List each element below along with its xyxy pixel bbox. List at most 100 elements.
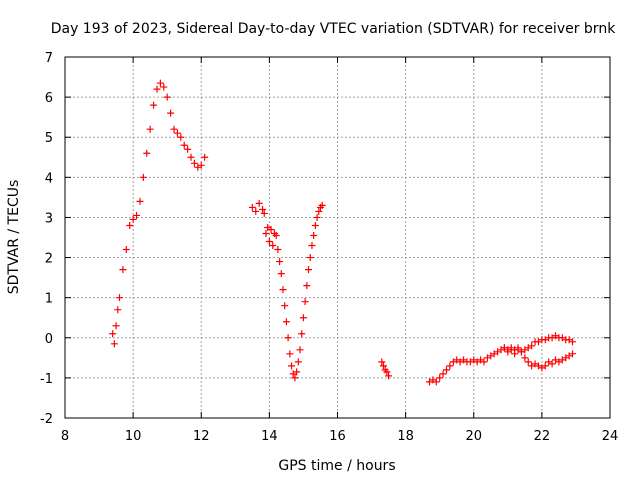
data-point — [110, 340, 118, 348]
y-tick-label: 5 — [45, 131, 53, 146]
data-point — [306, 254, 314, 262]
data-point — [272, 231, 280, 239]
chart-title: Day 193 of 2023, Sidereal Day-to-day VTE… — [51, 21, 616, 37]
data-point — [291, 374, 299, 382]
data-point — [288, 362, 296, 370]
data-point — [114, 306, 122, 314]
data-point — [313, 213, 321, 221]
series-arc-5 — [500, 344, 577, 372]
series-arc-3 — [378, 358, 393, 380]
data-point — [439, 370, 447, 378]
data-point — [150, 101, 158, 109]
data-point — [274, 246, 282, 254]
data-point — [524, 358, 532, 366]
data-point — [163, 93, 171, 101]
data-point — [260, 209, 268, 217]
data-point — [255, 199, 263, 207]
data-point — [173, 129, 181, 137]
data-point — [279, 286, 287, 294]
y-tick-label: 3 — [45, 211, 53, 226]
x-axis: 8 10 12 14 16 18 20 22 24 — [61, 57, 618, 444]
data-point — [262, 229, 270, 237]
data-point — [122, 246, 130, 254]
data-point — [383, 368, 391, 376]
data-point — [507, 346, 515, 354]
data-point — [160, 83, 168, 91]
data-point — [133, 211, 141, 219]
data-point — [259, 205, 267, 213]
data-point — [301, 298, 309, 306]
data-point — [446, 362, 454, 370]
data-point — [252, 207, 260, 215]
data-point — [177, 133, 185, 141]
data-point — [248, 203, 256, 211]
grid — [65, 57, 610, 418]
data-point — [184, 145, 192, 153]
x-tick-label: 12 — [193, 429, 210, 444]
data-point — [201, 153, 209, 161]
data-point — [318, 201, 326, 209]
data-point — [436, 374, 444, 382]
data-point — [109, 330, 117, 338]
data-point — [190, 159, 198, 167]
data-point — [156, 79, 164, 87]
y-axis-label: SDTVAR / TECUs — [6, 180, 22, 295]
data-point — [305, 266, 313, 274]
y-tick-label: 6 — [45, 91, 53, 106]
y-tick-label: 4 — [45, 171, 53, 186]
y-tick-label: 2 — [45, 252, 53, 267]
data-point — [112, 322, 120, 330]
data-point — [167, 109, 175, 117]
data-point — [310, 231, 318, 239]
series-arc-2 — [248, 199, 326, 382]
data-point — [180, 141, 188, 149]
data-point — [136, 197, 144, 205]
data-point — [569, 338, 577, 346]
data-point — [293, 368, 301, 376]
data-point — [480, 358, 488, 366]
data-point — [521, 354, 529, 362]
data-point — [153, 85, 161, 93]
x-tick-label: 22 — [534, 429, 551, 444]
data-point — [139, 173, 147, 181]
y-tick-label: 0 — [45, 332, 53, 347]
data-point — [143, 149, 151, 157]
data-point — [500, 344, 508, 352]
data-point — [379, 362, 387, 370]
data-point — [298, 330, 306, 338]
data-point — [281, 302, 289, 310]
data-point — [116, 294, 123, 302]
data-point — [385, 372, 393, 380]
y-tick-label: 1 — [45, 292, 53, 307]
data-point — [311, 221, 319, 229]
x-tick-label: 24 — [602, 429, 619, 444]
data-point — [265, 238, 273, 246]
data-point — [276, 258, 284, 266]
data-point — [548, 360, 556, 368]
data-point — [378, 358, 386, 366]
data-point — [170, 125, 178, 133]
data-point — [432, 378, 440, 386]
data-point — [303, 282, 311, 290]
x-tick-label: 8 — [61, 429, 69, 444]
data-point — [187, 153, 195, 161]
y-tick-label: -2 — [40, 412, 53, 427]
data-point — [296, 346, 304, 354]
data-point — [284, 334, 292, 342]
y-tick-label: 7 — [45, 51, 53, 66]
data-point — [511, 350, 519, 358]
data-point — [315, 207, 323, 215]
data-point — [197, 161, 205, 169]
x-tick-label: 14 — [261, 429, 278, 444]
data-point — [528, 342, 536, 350]
x-tick-label: 20 — [465, 429, 482, 444]
data-points — [109, 79, 577, 386]
x-axis-label: GPS time / hours — [278, 458, 395, 474]
data-point — [308, 242, 316, 250]
x-tick-label: 18 — [397, 429, 414, 444]
data-point — [443, 366, 450, 374]
data-point — [269, 242, 277, 250]
data-point — [119, 266, 127, 274]
data-point — [299, 314, 307, 322]
